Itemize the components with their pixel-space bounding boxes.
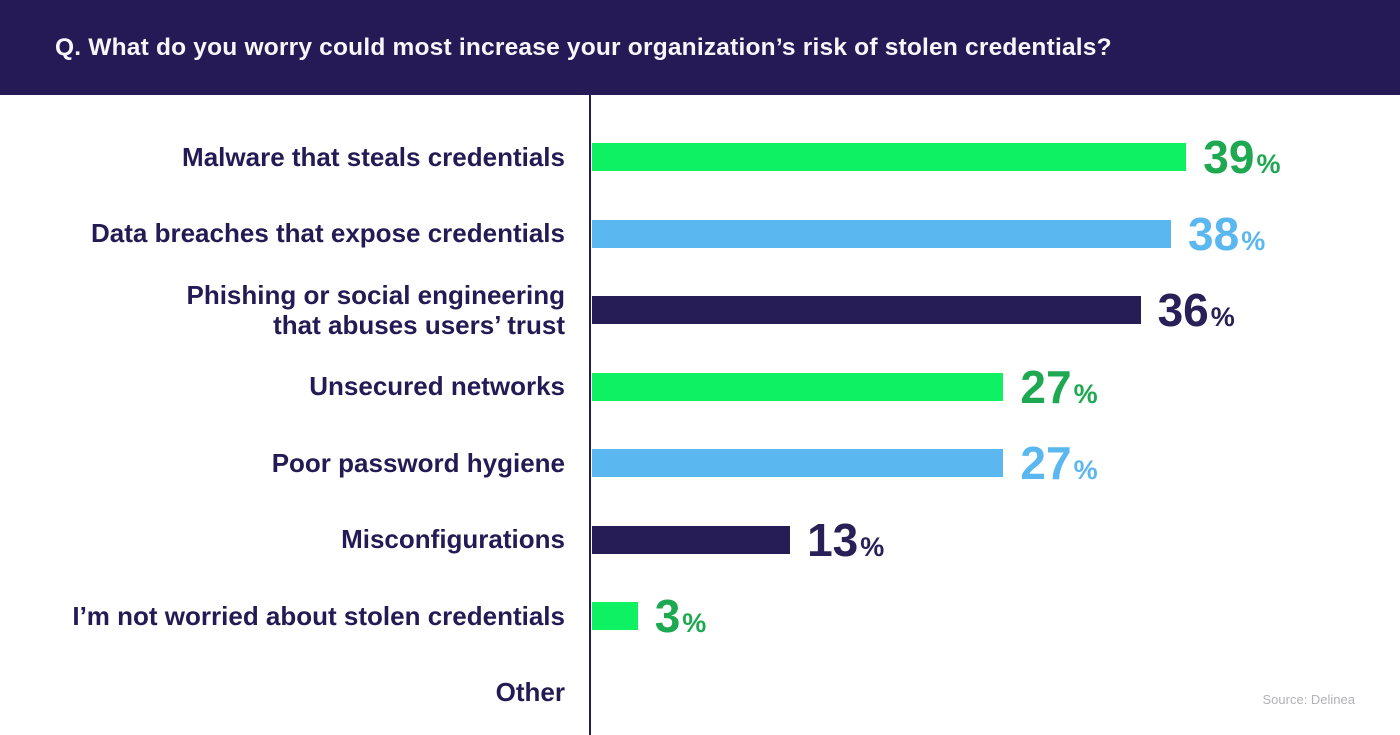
question-title: Q. What do you worry could most increase…: [55, 33, 1112, 61]
chart-row: I’m not worried about stolen credentials…: [0, 578, 1400, 655]
category-label: Malware that steals credentials: [182, 141, 565, 172]
chart-row: Phishing or social engineering that abus…: [0, 272, 1400, 349]
value-label: 13%: [807, 517, 884, 563]
chart-row: Misconfigurations 13%: [0, 502, 1400, 579]
bar: [592, 602, 638, 631]
question-banner: Q. What do you worry could most increase…: [0, 0, 1400, 95]
bar: [592, 143, 1187, 172]
category-label: Misconfigurations: [341, 524, 565, 555]
value-label: 3%: [655, 593, 707, 639]
percent-sign: %: [860, 531, 885, 562]
chart-row: Poor password hygiene 27%: [0, 425, 1400, 502]
chart-row: Other: [0, 655, 1400, 732]
category-label: Poor password hygiene: [271, 447, 565, 478]
bar: [592, 449, 1004, 478]
percent-sign: %: [1256, 149, 1281, 180]
percent-sign: %: [1210, 302, 1235, 333]
percent-sign: %: [682, 608, 707, 639]
category-label: Other: [495, 677, 565, 708]
value-label: 39%: [1203, 134, 1280, 180]
source-attribution: Source: Delinea: [1262, 692, 1356, 707]
category-label: Phishing or social engineering that abus…: [186, 279, 565, 341]
chart-row: Unsecured networks 27%: [0, 349, 1400, 426]
value-number: 36: [1157, 284, 1209, 337]
value-number: 39: [1203, 131, 1255, 184]
bar-chart: Malware that steals credentials 39% Data b…: [0, 95, 1400, 735]
chart-rows: Malware that steals credentials 39% Data b…: [0, 119, 1400, 731]
value-label: 27%: [1020, 364, 1097, 410]
category-label: I’m not worried about stolen credentials: [72, 600, 565, 631]
chart-row: Data breaches that expose credentials 38%: [0, 196, 1400, 273]
percent-sign: %: [1073, 455, 1098, 486]
bar: [592, 219, 1172, 248]
bar-zone: 36%: [592, 287, 1400, 333]
value-label: 36%: [1158, 287, 1235, 333]
value-number: 27: [1020, 437, 1072, 490]
value-label: 38%: [1188, 211, 1265, 257]
bar: [592, 296, 1141, 325]
percent-sign: %: [1241, 225, 1266, 256]
bar-zone: 27%: [592, 440, 1400, 486]
bar-zone: 3%: [592, 593, 1400, 639]
chart-row: Malware that steals credentials 39%: [0, 119, 1400, 196]
category-label: Data breaches that expose credentials: [91, 218, 565, 249]
bar-zone: 38%: [592, 211, 1400, 257]
value-number: 38: [1188, 207, 1240, 260]
bar: [592, 372, 1004, 401]
value-number: 13: [807, 513, 859, 566]
bar-zone: 27%: [592, 364, 1400, 410]
percent-sign: %: [1073, 378, 1098, 409]
value-number: 3: [654, 590, 681, 643]
category-label: Unsecured networks: [309, 371, 565, 402]
bar-zone: 39%: [592, 134, 1400, 180]
vertical-axis-line: [589, 95, 591, 735]
bar-zone: 13%: [592, 517, 1400, 563]
value-label: 27%: [1020, 440, 1097, 486]
value-number: 27: [1020, 360, 1072, 413]
bar: [592, 525, 791, 554]
